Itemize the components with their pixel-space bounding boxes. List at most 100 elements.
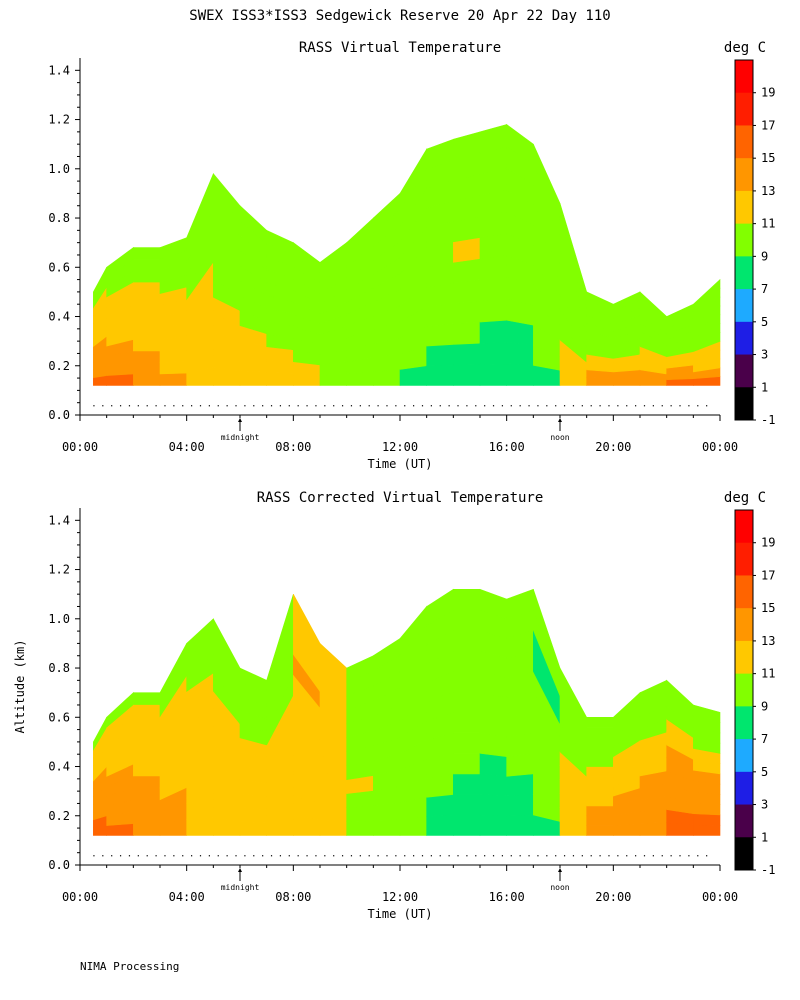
sample-dot [102, 855, 104, 857]
y-tick-label: 0.4 [48, 760, 70, 774]
sample-dot [359, 855, 361, 857]
sample-dot [324, 405, 326, 407]
sample-dot [519, 405, 521, 407]
sample-dot [297, 405, 299, 407]
y-tick-label: 0.6 [48, 260, 70, 274]
heatmap-cell [133, 327, 161, 340]
colorbar-frame [734, 509, 754, 871]
heatmap-cell [239, 821, 267, 836]
sample-dot [244, 405, 246, 407]
heatmap-cell [453, 732, 481, 754]
heatmap-cell [373, 818, 401, 836]
heatmap-cell [506, 773, 534, 797]
heatmap-cell [133, 258, 161, 271]
sample-dot [208, 855, 210, 857]
sample-dot [279, 855, 282, 857]
colorbar: 19 17 15 13 11 9 7 5 3 1 -1 [734, 59, 775, 427]
colorbar-label: 13 [761, 634, 775, 648]
sample-dot [501, 855, 504, 857]
panels: RASS Virtual Temperature 0.0 0.2 0.4 0.6 0.8 1… [13, 40, 775, 921]
sample-dot [182, 405, 184, 407]
sample-dot [617, 855, 619, 857]
heatmap-cell [453, 364, 481, 386]
heatmap-cell [453, 671, 481, 693]
sample-dot [563, 405, 566, 407]
sample-dot [635, 855, 637, 857]
colorbar-label: 5 [761, 765, 768, 779]
heatmap-cell [346, 371, 374, 386]
heatmap-cell [506, 341, 534, 366]
sample-dot [306, 405, 308, 407]
sample-dot [368, 855, 370, 857]
heatmap-cell [133, 787, 161, 801]
colorbar-swatch [735, 289, 753, 323]
sample-dot [270, 405, 273, 407]
marker-label: midnight [221, 883, 260, 892]
heatmap-cell [133, 823, 161, 836]
sample-dot [697, 855, 699, 857]
sample-dot [706, 405, 708, 407]
sample-dot [510, 855, 512, 857]
heatmap-cell [133, 739, 161, 753]
heatmap-cell [133, 373, 161, 386]
panel-1: RASS Virtual Temperature 0.0 0.2 0.4 0.6 0.8 1… [48, 40, 775, 471]
sample-dot [315, 405, 317, 407]
heatmap-cell [133, 270, 161, 283]
sample-dot [484, 855, 486, 857]
sample-dots [93, 405, 708, 407]
colorbar-label: 11 [761, 667, 775, 681]
heatmap-cell [506, 363, 534, 386]
sample-dot [457, 405, 459, 407]
x-tick-label: 00:00 [702, 440, 738, 454]
heatmap-cell [479, 814, 507, 836]
heatmap-cell [186, 817, 214, 836]
heatmap-cell [693, 813, 721, 826]
heatmap-cell [506, 753, 534, 777]
sample-dot [492, 405, 495, 407]
colorbar-swatch [735, 158, 753, 192]
colorbar-swatch [735, 387, 753, 421]
sample-dot [661, 405, 663, 407]
sample-dot [652, 855, 654, 857]
y-tick-label: 0.0 [48, 408, 70, 422]
sample-dot [333, 405, 335, 407]
sample-dot [448, 405, 450, 407]
heatmap-cell [453, 342, 481, 366]
heatmap-cell [133, 293, 161, 306]
heatmap-cell [586, 716, 614, 728]
heatmap-cell [586, 766, 614, 777]
sample-dot [563, 855, 566, 857]
heatmap-cell [426, 323, 454, 347]
colorbar-swatch [735, 542, 753, 576]
marker-arrow [558, 418, 562, 422]
y-tick-label: 1.2 [48, 113, 70, 127]
sample-dot [341, 855, 344, 857]
heatmap-cell [133, 339, 161, 352]
sample-dot [333, 855, 335, 857]
sample-dot [599, 855, 601, 857]
sample-dot [439, 855, 441, 857]
colorbar-label: 15 [761, 151, 775, 165]
sample-dot [191, 405, 193, 407]
x-axis-label: Time (UT) [367, 457, 432, 471]
sample-dot [404, 855, 406, 857]
heatmap-cell [133, 751, 161, 765]
y-tick-label: 1.2 [48, 563, 70, 577]
heatmap-cell [479, 298, 507, 323]
sample-dot [572, 405, 575, 407]
sample-dot [546, 405, 548, 407]
sample-dot [386, 405, 388, 407]
sample-dot [146, 405, 148, 407]
sample-dot [102, 405, 104, 407]
colorbar: 19 17 15 13 11 9 7 5 3 1 -1 [734, 509, 775, 877]
y-tick-label: 1.4 [48, 63, 70, 77]
heatmap-cell [133, 728, 161, 741]
y-tick-label: 0.4 [48, 310, 70, 324]
heatmap-cell [586, 815, 614, 826]
sample-dot [626, 855, 628, 857]
marker-arrow [558, 868, 562, 872]
heatmap-cell [319, 373, 347, 386]
sample-dot [590, 855, 592, 857]
heatmap-cell [106, 373, 134, 386]
y-tick-label: 1.0 [48, 612, 70, 626]
